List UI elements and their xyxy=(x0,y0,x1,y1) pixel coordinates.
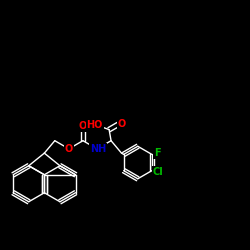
Text: NH: NH xyxy=(90,144,106,154)
Text: Cl: Cl xyxy=(153,167,164,177)
Text: O: O xyxy=(117,119,126,129)
Text: F: F xyxy=(154,148,161,158)
Text: HO: HO xyxy=(86,120,103,130)
Text: O: O xyxy=(79,121,87,131)
Text: O: O xyxy=(65,144,73,154)
